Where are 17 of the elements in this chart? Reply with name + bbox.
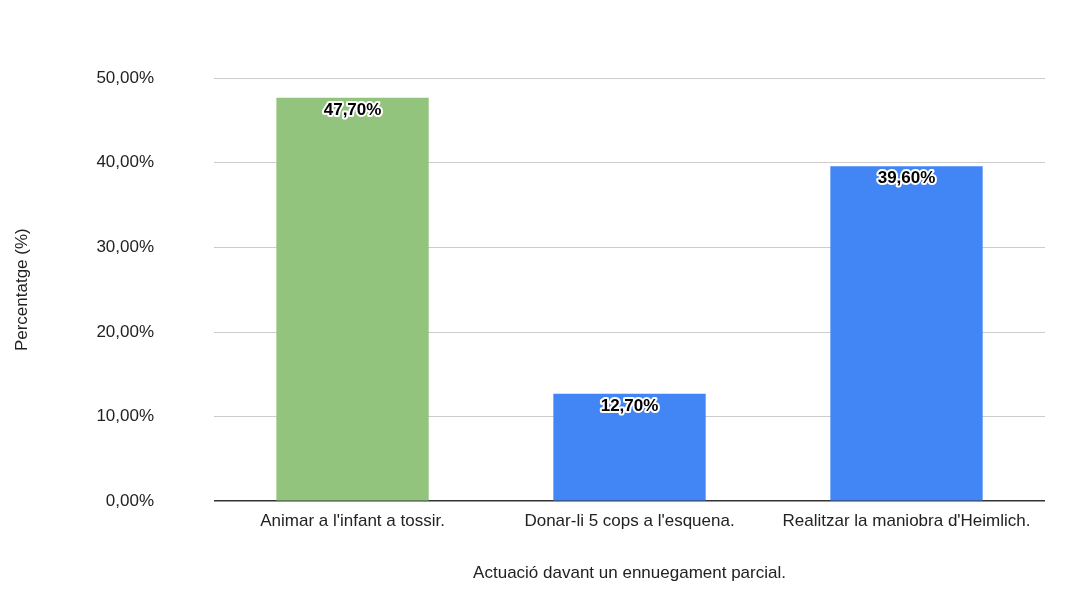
x-tick-label: Animar a l'infant a tossir. — [260, 511, 445, 531]
y-tick-label: 10,00% — [96, 406, 155, 426]
data-label: 12,70% — [600, 395, 659, 415]
data-label: 39,60% — [877, 168, 936, 188]
y-axis-title: Percentatge (%) — [11, 228, 31, 352]
x-axis-title: Actuació davant un ennuegament parcial. — [473, 563, 786, 583]
y-tick-label: 0,00% — [105, 490, 155, 510]
y-tick-label: 20,00% — [96, 321, 155, 341]
bar — [553, 393, 706, 501]
y-tick-label: 50,00% — [96, 67, 155, 87]
x-tick-label: Donar-li 5 cops a l'esquena. — [524, 511, 735, 531]
x-tick-label: Realitzar la maniobra d'Heimlich. — [782, 511, 1031, 531]
y-tick-label: 30,00% — [96, 237, 155, 257]
bar — [830, 166, 983, 501]
bar — [276, 97, 429, 501]
data-label: 47,70% — [323, 99, 382, 119]
y-tick-label: 40,00% — [96, 152, 155, 172]
